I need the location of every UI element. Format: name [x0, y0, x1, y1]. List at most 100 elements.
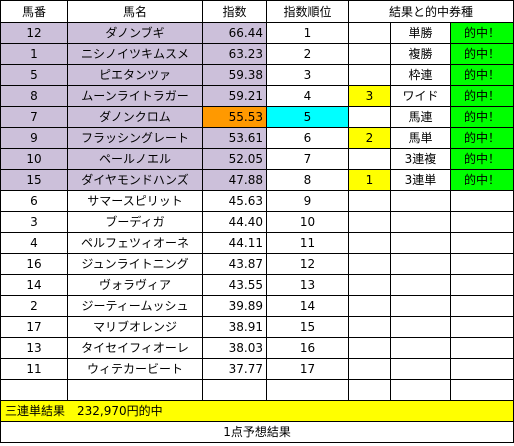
- table-row: 1 ニシノイツキムスメ 63.23 2 複勝 的中！: [0, 43, 514, 65]
- cell-umaban: 8: [0, 85, 68, 107]
- table-body: 12 ダノンブギ 66.44 1 単勝 的中！ 1 ニシノイツキムスメ 63.23 2 複勝 的中！ 5…: [0, 22, 514, 401]
- cell-horse-name: ジーティームッシュ: [67, 295, 203, 317]
- cell-shisu: 55.53: [202, 106, 267, 128]
- cell-hit: 的中！: [449, 22, 514, 44]
- footer-row: 1点予想結果: [0, 421, 514, 443]
- cell-result: [348, 295, 391, 317]
- cell-bet-type: [390, 190, 451, 212]
- cell-shisu: 39.89: [202, 295, 267, 317]
- cell-horse-name: ヴォラヴィア: [67, 274, 203, 296]
- cell-result: 1: [348, 169, 391, 191]
- cell-result: 3: [348, 85, 391, 107]
- cell-umaban: 14: [0, 274, 68, 296]
- cell-juni: 3: [266, 64, 349, 86]
- cell-hit: [449, 211, 514, 233]
- cell-hit: [449, 190, 514, 212]
- cell-horse-name: ブーディガ: [67, 211, 203, 233]
- empty-cell: [449, 379, 514, 401]
- table-row: 12 ダノンブギ 66.44 1 単勝 的中！: [0, 22, 514, 44]
- cell-shisu: 47.88: [202, 169, 267, 191]
- cell-result: [348, 358, 391, 380]
- spacer-row: [0, 379, 514, 401]
- cell-result: [348, 274, 391, 296]
- cell-umaban: 13: [0, 337, 68, 359]
- cell-result: [348, 106, 391, 128]
- cell-juni: 5: [266, 106, 349, 128]
- cell-hit: 的中！: [449, 169, 514, 191]
- cell-horse-name: ウィテカービート: [67, 358, 203, 380]
- cell-shisu: 43.55: [202, 274, 267, 296]
- cell-hit: [449, 274, 514, 296]
- cell-bet-type: [390, 295, 451, 317]
- table-row: 3 ブーディガ 44.40 10: [0, 211, 514, 233]
- cell-bet-type: 単勝: [390, 22, 451, 44]
- cell-horse-name: ムーンライトラガー: [67, 85, 203, 107]
- empty-cell: [390, 379, 451, 401]
- cell-result: 2: [348, 127, 391, 149]
- cell-shisu: 53.61: [202, 127, 267, 149]
- cell-bet-type: 3連単: [390, 169, 451, 191]
- empty-cell: [67, 379, 203, 401]
- cell-bet-type: [390, 358, 451, 380]
- cell-juni: 16: [266, 337, 349, 359]
- cell-juni: 17: [266, 358, 349, 380]
- cell-hit: [449, 232, 514, 254]
- cell-juni: 4: [266, 85, 349, 107]
- cell-shisu: 38.91: [202, 316, 267, 338]
- cell-hit: 的中！: [449, 148, 514, 170]
- cell-juni: 9: [266, 190, 349, 212]
- cell-juni: 2: [266, 43, 349, 65]
- cell-juni: 15: [266, 316, 349, 338]
- cell-juni: 14: [266, 295, 349, 317]
- cell-horse-name: サマースピリット: [67, 190, 203, 212]
- cell-bet-type: 3連複: [390, 148, 451, 170]
- empty-cell: [0, 379, 68, 401]
- header-row: 馬番 馬名 指数 指数順位 結果と的中券種: [0, 0, 514, 23]
- cell-horse-name: ジュンライトニング: [67, 253, 203, 275]
- cell-horse-name: ペルフェツィオーネ: [67, 232, 203, 254]
- cell-result: [348, 43, 391, 65]
- table-row: 6 サマースピリット 45.63 9: [0, 190, 514, 212]
- cell-hit: 的中！: [449, 85, 514, 107]
- cell-shisu: 45.63: [202, 190, 267, 212]
- cell-juni: 7: [266, 148, 349, 170]
- table-row: 7 ダノンクロム 55.53 5 馬連 的中！: [0, 106, 514, 128]
- cell-juni: 12: [266, 253, 349, 275]
- table-row: 4 ペルフェツィオーネ 44.11 11: [0, 232, 514, 254]
- table-row: 15 ダイヤモンドハンズ 47.88 8 1 3連単 的中！: [0, 169, 514, 191]
- cell-shisu: 63.23: [202, 43, 267, 65]
- empty-cell: [266, 379, 349, 401]
- cell-horse-name: ダノンブギ: [67, 22, 203, 44]
- cell-horse-name: ペールノエル: [67, 148, 203, 170]
- cell-shisu: 43.87: [202, 253, 267, 275]
- cell-hit: [449, 337, 514, 359]
- header-shisu: 指数: [202, 0, 267, 23]
- cell-juni: 13: [266, 274, 349, 296]
- cell-shisu: 59.38: [202, 64, 267, 86]
- table-row: 14 ヴォラヴィア 43.55 13: [0, 274, 514, 296]
- cell-horse-name: ニシノイツキムスメ: [67, 43, 203, 65]
- cell-juni: 6: [266, 127, 349, 149]
- empty-cell: [348, 379, 391, 401]
- cell-hit: 的中！: [449, 127, 514, 149]
- cell-bet-type: [390, 211, 451, 233]
- cell-umaban: 16: [0, 253, 68, 275]
- cell-horse-name: フラッシングレート: [67, 127, 203, 149]
- cell-umaban: 12: [0, 22, 68, 44]
- cell-umaban: 10: [0, 148, 68, 170]
- cell-hit: 的中！: [449, 64, 514, 86]
- cell-shisu: 52.05: [202, 148, 267, 170]
- table-row: 8 ムーンライトラガー 59.21 4 3 ワイド 的中！: [0, 85, 514, 107]
- cell-juni: 11: [266, 232, 349, 254]
- cell-hit: [449, 295, 514, 317]
- cell-result: [348, 316, 391, 338]
- cell-result: [348, 232, 391, 254]
- cell-umaban: 3: [0, 211, 68, 233]
- cell-shisu: 37.77: [202, 358, 267, 380]
- cell-shisu: 59.21: [202, 85, 267, 107]
- cell-juni: 1: [266, 22, 349, 44]
- cell-bet-type: ワイド: [390, 85, 451, 107]
- table-row: 9 フラッシングレート 53.61 6 2 馬単 的中！: [0, 127, 514, 149]
- cell-umaban: 17: [0, 316, 68, 338]
